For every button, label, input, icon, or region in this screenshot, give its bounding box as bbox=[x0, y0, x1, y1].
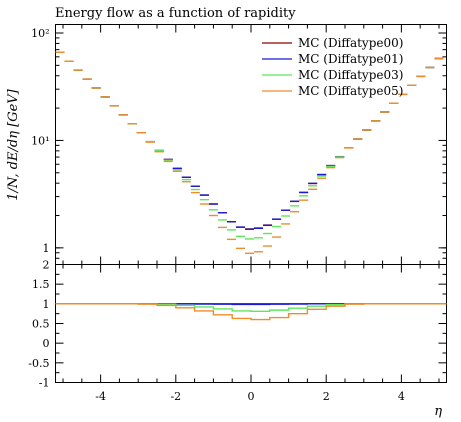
ratio-y-tick-label: -0.5 bbox=[28, 357, 49, 370]
ratio-x-axis: -4 -2 0 2 4 bbox=[62, 264, 440, 403]
x-tick-label: 4 bbox=[398, 390, 405, 403]
legend-label-diffatype03: MC (Diffatype03) bbox=[298, 68, 403, 82]
ratio-line-mc-diffatype05 bbox=[55, 303, 447, 321]
main-x-ticks bbox=[62, 24, 440, 265]
main-y-axis: 1 10¹ 10² bbox=[31, 27, 447, 265]
ratio-y-tick-label: 0 bbox=[43, 337, 50, 350]
x-axis-label: η bbox=[434, 404, 442, 419]
ratio-y-tick-label: 1.5 bbox=[32, 278, 50, 291]
ratio-line-mc-diffatype03 bbox=[55, 303, 447, 313]
main-series-group bbox=[55, 51, 444, 254]
ratio-series-group bbox=[55, 303, 447, 321]
ratio-y-tick-label: 0.5 bbox=[32, 318, 50, 331]
ratio-plot-frame bbox=[55, 264, 447, 383]
legend-label-diffatype01: MC (Diffatype01) bbox=[298, 52, 403, 66]
chart-title: Energy flow as a function of rapidity bbox=[55, 6, 296, 21]
legend: MC (Diffatype00) MC (Diffatype01) MC (Di… bbox=[262, 36, 403, 98]
ratio-y-tick-label: 1 bbox=[43, 298, 50, 311]
ratio-line-mc-diffatype01 bbox=[55, 303, 447, 306]
y-axis-label: 1/N, dE/dη [GeV] bbox=[6, 88, 21, 200]
x-tick-label: -2 bbox=[170, 390, 181, 403]
ratio-panel: -1 -0.5 0 0.5 1 1.5 2 -4 -2 0 2 4 bbox=[28, 259, 447, 403]
series-mc-diffatype05 bbox=[55, 51, 444, 254]
x-tick-label: 2 bbox=[323, 390, 330, 403]
ratio-y-tick-label: -1 bbox=[39, 377, 50, 390]
x-tick-label: -4 bbox=[95, 390, 106, 403]
main-y-tick-label: 10¹ bbox=[31, 134, 49, 147]
main-y-tick-label: 1 bbox=[43, 242, 50, 255]
legend-label-diffatype00: MC (Diffatype00) bbox=[298, 36, 403, 50]
main-panel: 1 10¹ 10² MC (Diffatype00) MC (Diffatype01… bbox=[31, 24, 447, 265]
ratio-y-axis: -1 -0.5 0 0.5 1 1.5 2 bbox=[28, 259, 447, 390]
x-tick-label: 0 bbox=[248, 390, 255, 403]
legend-label-diffatype05: MC (Diffatype05) bbox=[298, 84, 403, 98]
ratio-y-tick-label: 2 bbox=[43, 259, 50, 272]
main-y-tick-label: 10² bbox=[31, 27, 49, 40]
